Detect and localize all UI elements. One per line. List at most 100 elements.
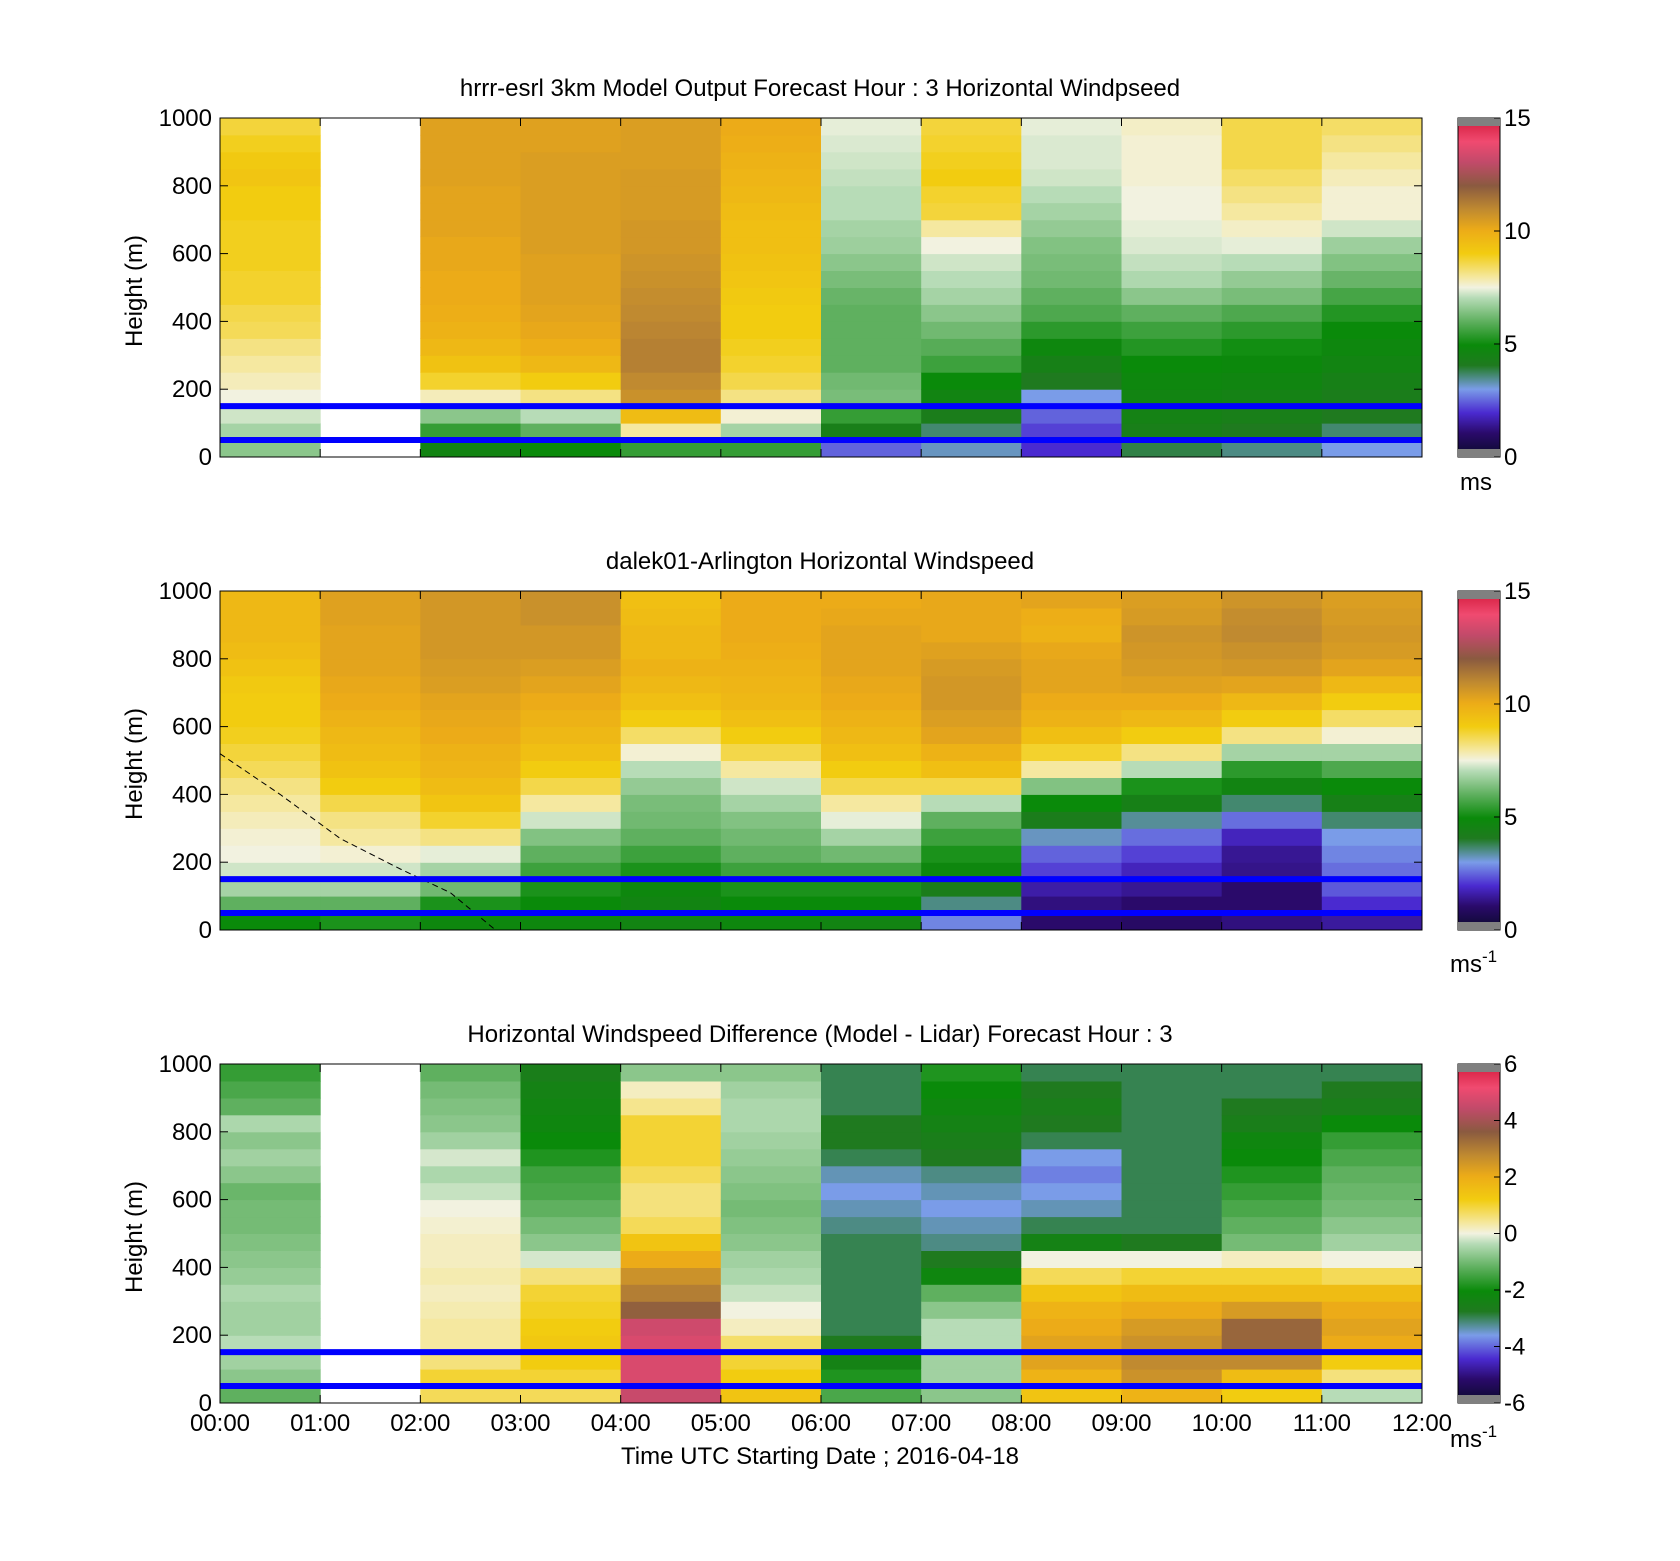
heatmap-cell	[921, 219, 1022, 238]
heatmap-cell	[921, 1369, 1022, 1387]
panel-model: hrrr-esrl 3km Model Output Forecast Hour…	[121, 75, 1531, 496]
heatmap-cell	[420, 760, 521, 778]
colorbar-tick-label: -4	[1504, 1334, 1525, 1361]
heatmap-cell	[1321, 760, 1423, 778]
heatmap-cell	[1021, 1148, 1122, 1167]
heatmap-cell	[420, 118, 521, 136]
heatmap-cell	[921, 726, 1022, 744]
heatmap-cell	[620, 675, 722, 694]
heatmap-cell	[220, 406, 321, 424]
heatmap-cell	[821, 1216, 922, 1234]
heatmap-cell	[1021, 406, 1122, 424]
heatmap-cell	[720, 591, 822, 609]
heatmap-cell	[1021, 591, 1122, 609]
heatmap-cell	[1121, 338, 1223, 356]
heatmap-cell	[620, 641, 722, 660]
heatmap-cell	[1121, 608, 1223, 626]
heatmap-cell	[220, 811, 321, 829]
heatmap-cell	[821, 406, 922, 424]
y-tick-label: 200	[172, 1322, 212, 1349]
heatmap-cell	[720, 185, 822, 204]
heatmap-cell	[1021, 321, 1122, 339]
y-tick-label: 400	[172, 781, 212, 808]
heatmap-cell	[1221, 1369, 1323, 1387]
heatmap-cell	[220, 1097, 321, 1116]
heatmap-cell	[220, 1284, 321, 1302]
heatmap-cell	[1121, 743, 1223, 761]
panel-model-colorbar-unit: ms	[1460, 469, 1492, 496]
heatmap-cell	[420, 828, 521, 846]
heatmap-cell	[821, 1267, 922, 1285]
heatmap-cell	[420, 440, 521, 458]
heatmap-cell	[620, 253, 722, 271]
heatmap-cell	[420, 321, 521, 339]
heatmap-cell	[720, 845, 822, 863]
heatmap-cell	[420, 692, 521, 711]
panel-lidar-colorbar-unit: ms-1	[1450, 947, 1497, 978]
heatmap-cell	[1321, 675, 1423, 694]
heatmap-cell	[720, 1114, 822, 1133]
heatmap-cell	[720, 1369, 822, 1387]
heatmap-cell	[1321, 338, 1423, 356]
heatmap-cell	[1121, 270, 1223, 288]
panel-lidar-colorbar-ticks: 0 5 10 15	[1494, 578, 1531, 944]
heatmap-cell	[1021, 692, 1122, 711]
heatmap-cell	[720, 1250, 822, 1268]
heatmap-cell	[720, 862, 822, 880]
heatmap-cell	[921, 1386, 1022, 1404]
heatmap-cell	[620, 287, 722, 305]
y-tick-label: 1000	[159, 578, 212, 605]
heatmap-cell	[1221, 879, 1323, 897]
panel-lidar-colorbar-bar	[1457, 590, 1501, 931]
heatmap-cell	[1021, 1284, 1122, 1302]
heatmap-cell	[720, 304, 822, 322]
heatmap-cell	[420, 1335, 521, 1353]
heatmap-cell	[1021, 168, 1122, 187]
y-tick-label: 400	[172, 308, 212, 335]
heatmap-cell	[1121, 253, 1223, 271]
heatmap-cell	[1021, 1199, 1122, 1218]
heatmap-cell	[520, 862, 622, 880]
heatmap-cell	[620, 879, 722, 897]
heatmap-cell	[1121, 862, 1223, 880]
heatmap-cell	[1221, 1148, 1323, 1167]
heatmap-cell	[1121, 675, 1223, 694]
heatmap-cell	[320, 726, 421, 744]
heatmap-cell	[620, 743, 722, 761]
heatmap-cell	[821, 794, 922, 812]
heatmap-cell	[420, 1250, 521, 1268]
x-tick-label: 09:00	[1091, 1410, 1151, 1437]
heatmap-cell	[921, 270, 1022, 288]
heatmap-cell	[1221, 355, 1323, 373]
heatmap-cell	[720, 1165, 822, 1184]
heatmap-cell	[921, 794, 1022, 812]
heatmap-cell	[420, 743, 521, 761]
heatmap-cell	[1221, 372, 1323, 390]
heatmap-cell	[1121, 845, 1223, 863]
heatmap-cell	[1221, 1131, 1323, 1150]
heatmap-cell	[420, 219, 521, 238]
heatmap-cell	[1321, 389, 1423, 407]
heatmap-cell	[520, 287, 622, 305]
heatmap-cell	[821, 1318, 922, 1336]
heatmap-cell	[1121, 913, 1223, 931]
heatmap-cell	[921, 1148, 1022, 1167]
y-tick-label: 0	[199, 917, 212, 944]
heatmap-cell	[220, 777, 321, 795]
heatmap-cell	[921, 624, 1022, 643]
heatmap-cell	[1121, 692, 1223, 711]
heatmap-cell	[1221, 658, 1323, 677]
heatmap-cell	[1021, 389, 1122, 407]
heatmap-cell	[220, 675, 321, 694]
heatmap-cell	[921, 862, 1022, 880]
heatmap-cell	[1021, 794, 1122, 812]
colorbar-tick-label: 0	[1504, 1221, 1517, 1248]
heatmap-cell	[921, 1233, 1022, 1251]
heatmap-cell	[1021, 845, 1122, 863]
heatmap-cell	[921, 287, 1022, 305]
heatmap-cell	[1121, 1335, 1223, 1353]
heatmap-cell	[620, 624, 722, 643]
heatmap-cell	[420, 1081, 521, 1099]
heatmap-cell	[1321, 1148, 1423, 1167]
panel-difference-title: Horizontal Windspeed Difference (Model -…	[467, 1021, 1172, 1048]
